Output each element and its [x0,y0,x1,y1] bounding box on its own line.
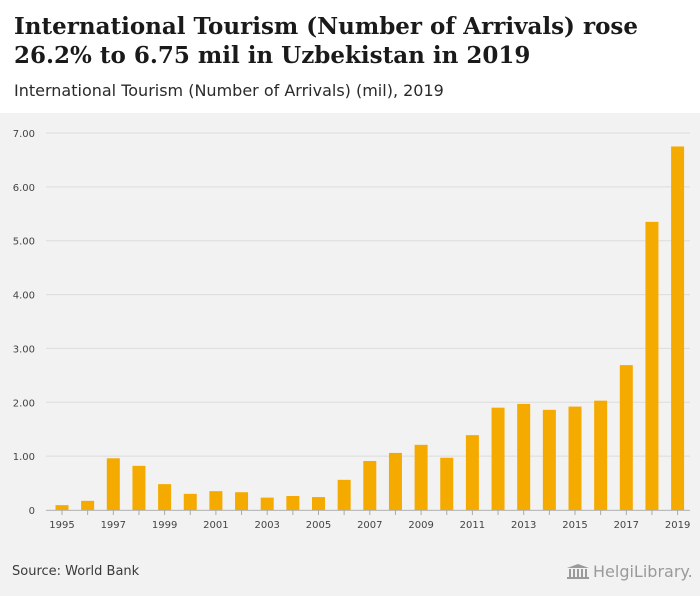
chart-subtitle: International Tourism (Number of Arrival… [14,81,444,100]
y-tick-label: 3.00 [13,344,35,355]
bar-2017 [619,365,633,510]
header: International Tourism (Number of Arrival… [0,0,700,113]
bar-2005 [312,497,325,510]
bar-2003 [260,497,274,510]
x-tick-label: 2009 [408,520,433,531]
x-tick-label: 1995 [49,520,74,531]
x-tick-label: 2007 [357,520,382,531]
bar-2013 [517,403,531,510]
bar-2012 [491,407,505,510]
y-tick-label: 4.00 [13,291,35,302]
bar-1995 [55,505,69,510]
bar-2019 [671,146,685,510]
x-tick-label: 2003 [254,520,279,531]
bar-1996 [81,500,95,510]
y-tick-label: 1.00 [13,452,35,463]
y-tick-label: 2.00 [13,398,35,409]
bar-2009 [414,444,428,510]
x-tick-label: 2017 [614,520,639,531]
bar-2002 [235,492,249,510]
bar-1999 [158,484,172,510]
bar-2004 [286,495,300,510]
bar-1998 [132,465,146,510]
bar-2006 [337,479,351,510]
y-tick-label: 7.00 [13,129,35,140]
library-building-icon [567,563,589,579]
chart-title: International Tourism (Number of Arrival… [14,13,638,69]
bar-2010 [440,457,454,510]
bar-2015 [568,406,582,510]
y-tick-label: 5.00 [13,237,35,248]
x-tick-label: 2005 [306,520,331,531]
bar-2008 [388,452,402,510]
x-tick-label: 2013 [511,520,536,531]
bar-2007 [363,460,377,510]
x-tick-label: 2015 [562,520,587,531]
gridlines [46,132,690,511]
bar-2011 [465,435,479,510]
x-tick-label: 2019 [665,520,690,531]
helgilibrary-logo[interactable]: HelgiLibrary. [566,562,693,581]
bar-2000 [183,493,197,510]
x-axis: 1995 1997 1999 2001 2003 2005 2007 2009 2011 2013… [46,510,690,531]
logo-text: HelgiLibrary. [593,562,693,581]
x-tick-label: 1997 [101,520,126,531]
bars [55,146,685,510]
y-tick-label: 0 [29,506,35,517]
bar-2014 [542,409,556,510]
x-tick-label: 1999 [152,520,177,531]
x-tick-label: 2011 [460,520,485,531]
bar-1997 [106,458,120,510]
bar-2018 [645,221,659,510]
bar-2016 [594,400,608,510]
x-tick-label: 2001 [203,520,228,531]
plot-area [0,113,700,596]
source-note: Source: World Bank [12,564,140,579]
bar-2001 [209,491,223,510]
y-tick-label: 6.00 [13,183,35,194]
y-axis-tick-labels: 0 1.00 2.00 3.00 4.00 5.00 6.00 7.00 [13,129,35,517]
